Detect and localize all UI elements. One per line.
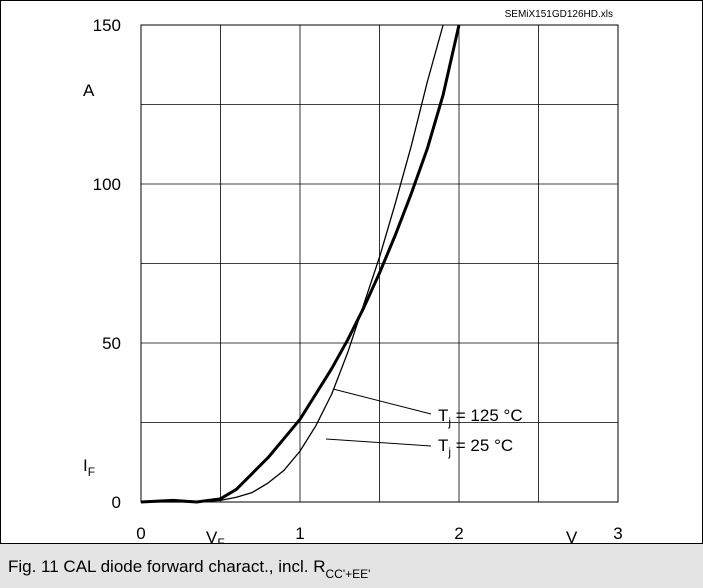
plot-border — [140, 24, 619, 503]
grid-lines — [141, 25, 618, 502]
chart-labels: 0 1 2 3 0 50 100 150 A IF VF V SEMiX151GD126HD.xls Tj… — [83, 9, 623, 544]
x-tick-label: 2 — [454, 524, 463, 543]
series-line — [140, 24, 461, 504]
series-label-sub: j — [447, 445, 451, 459]
y-axis-symbol-sub: F — [88, 465, 95, 479]
series-label-rest: = 125 °C — [451, 406, 523, 425]
x-tick-label: 1 — [295, 524, 304, 543]
axes — [140, 24, 619, 503]
x-tick-label: 3 — [613, 524, 622, 543]
y-tick-label: 100 — [93, 175, 121, 194]
source-label: SEMiX151GD126HD.xls — [505, 9, 613, 20]
series-label: Tj = 25 °C — [438, 436, 513, 459]
y-unit-label: A — [83, 81, 95, 100]
caption-bar: Fig. 11 CAL diode forward charact., incl… — [0, 543, 703, 588]
series-label-main: T — [438, 436, 448, 455]
series-label: Tj = 125 °C — [438, 406, 523, 429]
y-tick-label: 150 — [93, 16, 121, 35]
leader-line — [325, 438, 432, 447]
series-label-sub: j — [447, 415, 451, 429]
series-group — [140, 24, 461, 504]
leader-line — [332, 388, 432, 415]
chart-svg: 0 1 2 3 0 50 100 150 A IF VF V SEMiX151GD126HD.xls Tj… — [83, 9, 623, 544]
x-unit-label: V — [566, 528, 578, 544]
y-axis-symbol: IF — [83, 456, 95, 479]
x-axis-symbol: VF — [206, 528, 225, 544]
caption-text: Fig. 11 CAL diode forward charact., incl… — [8, 557, 326, 576]
x-tick-label: 0 — [136, 524, 145, 543]
series-label-main: T — [438, 406, 448, 425]
figure-caption: Fig. 11 CAL diode forward charact., incl… — [8, 557, 370, 581]
y-tick-label: 0 — [112, 493, 121, 512]
caption-subscript: CC'+EE' — [325, 567, 371, 581]
x-axis-symbol-sub: F — [217, 536, 224, 544]
series-label-rest: = 25 °C — [451, 436, 513, 455]
y-tick-label: 50 — [102, 334, 121, 353]
series-line — [141, 24, 444, 503]
